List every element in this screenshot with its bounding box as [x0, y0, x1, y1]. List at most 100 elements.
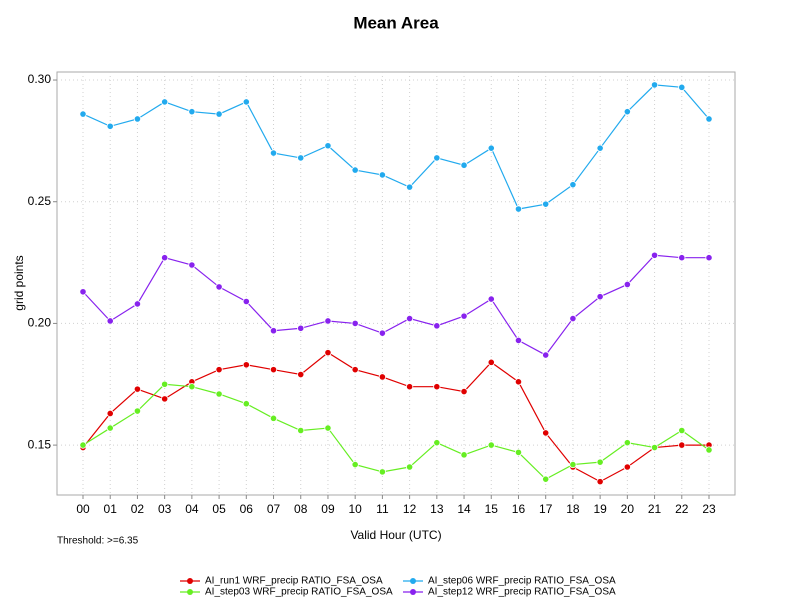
y-tick-label: 0.20	[28, 316, 52, 330]
x-tick-label: 10	[348, 502, 362, 516]
data-point	[705, 115, 713, 123]
data-point	[705, 254, 713, 262]
data-point	[161, 380, 169, 388]
legend-marker	[410, 589, 416, 595]
data-point	[542, 475, 550, 483]
legend-marker	[187, 589, 193, 595]
data-point	[215, 366, 223, 374]
x-tick-label: 08	[294, 502, 308, 516]
legend-label: AI_run1 WRF_precip RATIO_FSA_OSA	[205, 576, 383, 587]
series-line	[82, 383, 710, 480]
data-point	[650, 251, 659, 259]
data-point	[79, 110, 87, 118]
data-point	[487, 358, 495, 366]
x-tick-label: 23	[702, 502, 716, 516]
data-point	[460, 387, 468, 396]
y-axis-label: grid points	[12, 255, 26, 310]
annotation: Threshold: >=6.35	[57, 536, 139, 547]
data-point	[188, 383, 196, 391]
data-point	[351, 460, 359, 469]
data-point	[406, 183, 414, 191]
x-axis-label: Valid Hour (UTC)	[350, 528, 441, 542]
data-point	[460, 451, 468, 459]
x-tick-label: 14	[457, 502, 471, 516]
data-point	[351, 366, 359, 374]
legend-marker	[410, 578, 416, 584]
data-point	[406, 314, 414, 323]
data-point	[161, 254, 169, 262]
data-point	[297, 426, 305, 435]
data-point	[297, 370, 305, 379]
data-point	[460, 161, 468, 169]
data-point	[514, 205, 523, 213]
x-tick-label: 03	[158, 502, 172, 516]
series-line	[82, 351, 709, 483]
data-point	[678, 254, 686, 262]
data-point	[406, 463, 414, 471]
data-point	[106, 424, 114, 432]
data-point	[487, 295, 495, 303]
data-point	[514, 378, 523, 386]
x-tick-label: 01	[104, 502, 118, 516]
data-point	[297, 154, 305, 162]
data-point	[106, 409, 114, 418]
x-tick-label: 22	[675, 502, 689, 516]
data-point	[269, 414, 278, 422]
data-point	[406, 383, 414, 391]
x-tick-label: 19	[593, 502, 607, 516]
x-tick-label: 09	[321, 502, 335, 516]
data-point	[678, 426, 686, 435]
data-point	[569, 181, 577, 189]
y-tick-label: 0.30	[28, 72, 52, 86]
data-point	[514, 336, 523, 345]
data-point	[242, 361, 250, 369]
data-point	[378, 329, 386, 337]
data-point	[106, 122, 114, 130]
data-point	[623, 439, 631, 447]
x-tick-label: 16	[512, 502, 526, 516]
data-point	[269, 366, 278, 374]
plot-frame	[56, 71, 736, 496]
legend-label: AI_step06 WRF_precip RATIO_FSA_OSA	[428, 576, 616, 587]
data-point	[596, 478, 604, 486]
x-tick-label: 00	[76, 502, 90, 516]
data-point	[542, 351, 550, 359]
data-point	[678, 441, 686, 449]
y-tick-label: 0.15	[28, 437, 52, 451]
x-tick-label: 05	[212, 502, 226, 516]
data-point	[79, 441, 87, 449]
data-point	[569, 460, 577, 469]
x-tick-label: 07	[267, 502, 281, 516]
data-point	[269, 327, 278, 335]
data-point	[433, 439, 441, 447]
data-point	[542, 200, 550, 208]
data-point	[514, 448, 523, 457]
data-point	[623, 108, 631, 116]
data-point	[133, 385, 142, 393]
data-point	[79, 288, 87, 296]
data-point	[269, 149, 278, 157]
data-point	[678, 83, 686, 91]
series-line	[82, 254, 709, 356]
data-point	[215, 283, 223, 291]
data-point	[378, 468, 386, 476]
data-point	[433, 383, 441, 391]
data-point	[705, 446, 713, 454]
data-point	[188, 108, 196, 116]
data-point	[324, 424, 332, 432]
data-point	[623, 280, 631, 289]
data-point	[596, 458, 604, 466]
x-tick-label: 17	[539, 502, 553, 516]
data-point	[324, 142, 332, 150]
data-point	[351, 319, 359, 328]
data-point	[433, 322, 441, 330]
legend-label: AI_step12 WRF_precip RATIO_FSA_OSA	[428, 587, 616, 598]
data-point	[487, 144, 495, 152]
data-point	[569, 314, 577, 323]
data-point	[378, 373, 386, 381]
data-point	[242, 98, 250, 106]
data-point	[215, 390, 223, 398]
data-point	[542, 429, 550, 437]
data-point	[188, 261, 196, 269]
